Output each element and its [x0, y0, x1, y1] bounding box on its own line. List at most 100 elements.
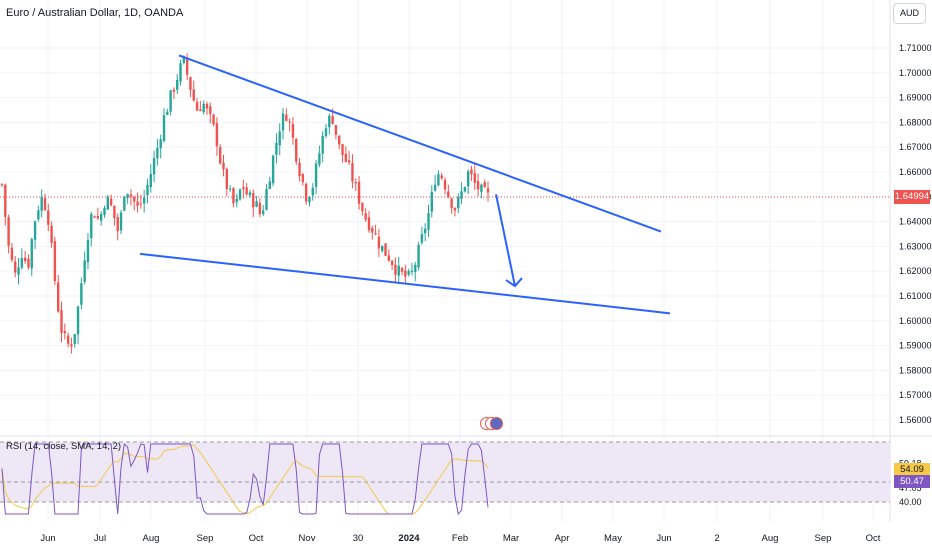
event-icon[interactable]	[490, 417, 503, 430]
candle-body	[169, 90, 172, 112]
candle-body	[268, 181, 271, 190]
candle-body	[159, 139, 162, 149]
candle-body	[324, 128, 328, 136]
candle-body	[457, 197, 460, 209]
candle-body	[486, 188, 490, 193]
x-tick-label: 2	[714, 533, 719, 544]
x-tick-label: Oct	[249, 533, 264, 544]
upper-trendline	[178, 54, 662, 233]
candle-body	[271, 155, 275, 184]
y-tick-label: 1.64000	[899, 217, 932, 227]
candle-body	[90, 214, 93, 239]
candle-body	[192, 89, 195, 101]
candle-body	[390, 260, 394, 265]
forecast-arrow	[495, 194, 516, 287]
candle-body	[285, 114, 288, 121]
candle-body	[215, 123, 219, 147]
rsi-sma-badge: 54.09	[894, 463, 930, 476]
chart-title: Euro / Australian Dollar, 1D, OANDA	[6, 7, 184, 19]
candle-body	[238, 189, 242, 200]
candle-body	[60, 310, 63, 333]
x-tick-label: Jul	[94, 533, 106, 544]
y-tick-label: 1.58000	[899, 365, 932, 375]
y-tick-label: 1.66000	[899, 167, 932, 177]
candle-body	[308, 196, 311, 203]
candle-body	[222, 162, 225, 170]
candle-body	[57, 282, 60, 312]
candle-body	[113, 205, 116, 219]
candle-body	[341, 144, 344, 155]
candle-body	[116, 216, 119, 232]
candle-body	[440, 175, 443, 179]
candle-body	[261, 210, 265, 215]
y-tick-label: 1.67000	[899, 142, 932, 152]
candle-body	[73, 334, 76, 345]
candle-body	[331, 115, 334, 124]
candle-body	[219, 147, 222, 164]
candle-body	[394, 264, 397, 275]
candle-body	[133, 196, 136, 202]
candle-body	[298, 162, 301, 177]
candle-body	[202, 103, 205, 113]
candle-body	[252, 193, 255, 208]
x-tick-label: 2024	[398, 533, 420, 544]
candle-body	[66, 335, 70, 344]
candle-body	[119, 212, 123, 231]
x-tick-label: Oct	[866, 533, 881, 544]
candle-body	[443, 179, 447, 190]
economic-events[interactable]	[480, 417, 510, 431]
x-tick-label: Apr	[555, 533, 570, 544]
candle-body	[245, 187, 248, 195]
x-tick-label: Sep	[815, 533, 832, 544]
candle-body	[417, 245, 420, 268]
candle-body	[166, 111, 169, 115]
x-tick-label: Nov	[299, 533, 316, 544]
candle-body	[182, 56, 186, 63]
candle-body	[212, 114, 215, 125]
y-tick-label: 1.62000	[899, 266, 932, 276]
candle-body	[374, 233, 377, 235]
candle-body	[314, 163, 318, 187]
candle-body	[367, 217, 371, 231]
candle-body	[414, 264, 417, 273]
candle-body	[63, 331, 67, 334]
candle-body	[126, 193, 129, 198]
candle-body	[235, 198, 238, 203]
candle-body	[480, 184, 483, 192]
candle-body	[463, 187, 467, 192]
candle-body	[371, 228, 374, 233]
candles	[0, 53, 490, 354]
candle-body	[20, 257, 24, 268]
candle-body	[205, 103, 209, 109]
candle-body	[447, 191, 450, 197]
currency-button[interactable]: AUD	[893, 3, 926, 24]
candle-body	[185, 57, 189, 75]
candle-body	[351, 163, 354, 182]
candle-body	[357, 181, 361, 204]
candle-body	[304, 183, 308, 202]
candle-body	[209, 106, 212, 115]
candle-body	[301, 173, 305, 183]
candle-body	[179, 63, 182, 82]
candle-body	[99, 214, 103, 221]
candle-body	[377, 236, 381, 249]
candle-body	[420, 234, 424, 243]
candle-body	[225, 168, 229, 190]
candle-body	[311, 187, 314, 196]
candle-body	[43, 198, 47, 211]
candle-body	[423, 228, 427, 234]
candle-body	[381, 245, 384, 251]
candle-body	[10, 247, 14, 260]
candle-body	[430, 192, 433, 212]
y-tick-label: 1.60000	[899, 316, 932, 326]
candle-body	[136, 201, 139, 206]
candle-body	[453, 207, 457, 211]
candle-body	[460, 191, 463, 199]
candle-body	[483, 182, 486, 188]
candle-body	[47, 210, 50, 225]
candle-body	[17, 267, 20, 275]
candle-body	[410, 270, 414, 273]
candle-body	[50, 225, 53, 243]
candle-body	[189, 77, 192, 90]
